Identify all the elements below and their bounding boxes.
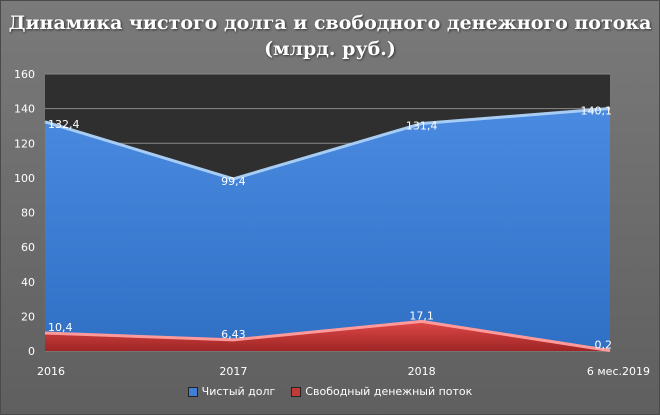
legend-label-net-debt: Чистый долг bbox=[201, 385, 276, 398]
data-label-free-cash-flow: 0,2 bbox=[595, 339, 613, 352]
y-tick-label: 80 bbox=[21, 207, 35, 220]
legend-swatch-net-debt bbox=[187, 386, 198, 397]
legend-item-net-debt: Чистый долг bbox=[187, 385, 276, 398]
legend-item-free-cash-flow: Свободный денежный поток bbox=[291, 385, 472, 398]
data-label-free-cash-flow: 10,4 bbox=[48, 321, 73, 334]
legend-swatch-free-cash-flow bbox=[291, 386, 302, 397]
legend: Чистый долг Свободный денежный поток bbox=[0, 385, 660, 398]
data-label-net-debt: 99,4 bbox=[221, 175, 246, 188]
legend-label-free-cash-flow: Свободный денежный поток bbox=[305, 385, 473, 398]
area-net-debt bbox=[45, 108, 610, 351]
y-tick-label: 120 bbox=[14, 137, 35, 150]
y-tick-label: 60 bbox=[21, 241, 35, 254]
y-tick-label: 140 bbox=[14, 103, 35, 116]
x-tick-label: 2017 bbox=[219, 365, 247, 378]
x-tick-label: 6 мес.2019 bbox=[587, 365, 650, 378]
y-tick-label: 100 bbox=[14, 172, 35, 185]
y-tick-label: 40 bbox=[21, 276, 35, 289]
data-label-net-debt: 140,1 bbox=[581, 104, 613, 117]
data-label-net-debt: 131,4 bbox=[406, 120, 438, 133]
y-tick-label: 0 bbox=[28, 345, 35, 358]
data-label-net-debt: 132,4 bbox=[48, 118, 80, 131]
line-free-cash-flow bbox=[44, 319, 611, 353]
chart-title: Динамика чистого долга и свободного дене… bbox=[8, 12, 652, 34]
x-tick-label: 2018 bbox=[408, 365, 436, 378]
data-label-free-cash-flow: 6,43 bbox=[221, 328, 246, 341]
y-tick-label: 20 bbox=[21, 310, 35, 323]
y-tick-label: 160 bbox=[14, 68, 35, 81]
chart-subtitle: (млрд. руб.) bbox=[264, 38, 396, 60]
x-tick-label: 2016 bbox=[37, 365, 65, 378]
line-net-debt bbox=[44, 106, 611, 181]
data-label-free-cash-flow: 17,1 bbox=[409, 309, 434, 322]
